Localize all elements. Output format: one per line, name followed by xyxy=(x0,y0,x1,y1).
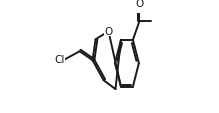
Text: O: O xyxy=(104,27,113,37)
Text: O: O xyxy=(135,0,143,9)
Text: Cl: Cl xyxy=(55,55,65,65)
